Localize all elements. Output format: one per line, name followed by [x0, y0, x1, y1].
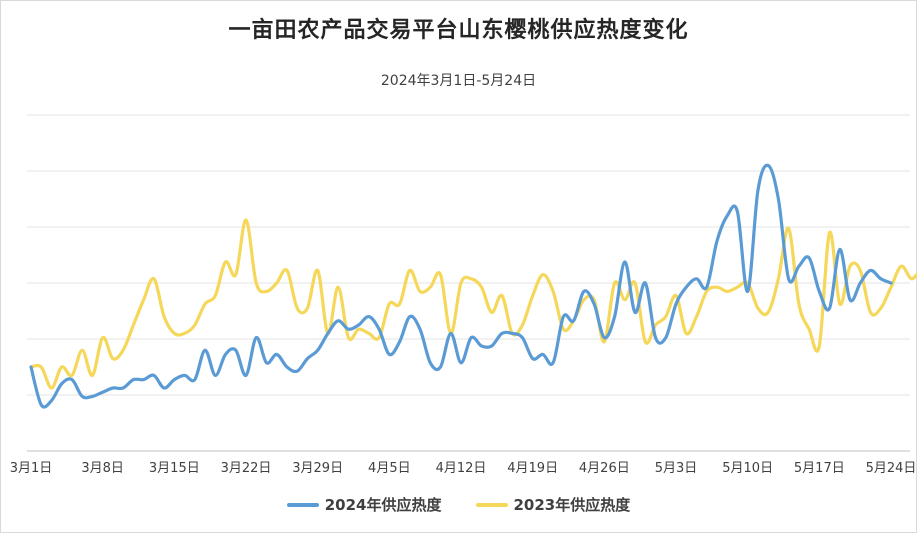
x-tick-label: 3月8日	[81, 461, 124, 476]
series-line-2023	[29, 218, 917, 390]
legend-item-2024[interactable]: 2024年供应热度	[286, 494, 442, 515]
x-tick-label: 3月15日	[149, 461, 200, 476]
x-tick-label: 4月26日	[579, 461, 630, 476]
x-tick-label: 5月17日	[794, 461, 845, 476]
x-tick-label: 4月19日	[507, 461, 558, 476]
x-tick-label: 5月10日	[722, 461, 773, 476]
x-tick-label: 4月12日	[436, 461, 487, 476]
chart-subtitle: 2024年3月1日-5月24日	[380, 73, 537, 89]
legend-swatch-2024	[286, 502, 319, 507]
legend-label-2023: 2023年供应热度	[513, 496, 631, 514]
series-line-2024	[29, 163, 893, 409]
x-tick-label: 4月5日	[368, 461, 411, 476]
legend-label-2024: 2024年供应热度	[324, 496, 442, 514]
x-tick-label: 5月24日	[866, 461, 917, 476]
x-tick-label: 3月29日	[292, 461, 343, 476]
legend-item-2023[interactable]: 2023年供应热度	[475, 494, 631, 515]
x-tick-label: 3月22日	[221, 461, 272, 476]
legend-swatch-2023	[475, 502, 508, 507]
legend: 2024年供应热度 2023年供应热度	[0, 494, 917, 515]
chart-title: 一亩田农产品交易平台山东樱桃供应热度变化	[228, 18, 689, 43]
x-tick-label: 3月1日	[10, 461, 53, 476]
x-tick-label: 5月3日	[655, 461, 698, 476]
